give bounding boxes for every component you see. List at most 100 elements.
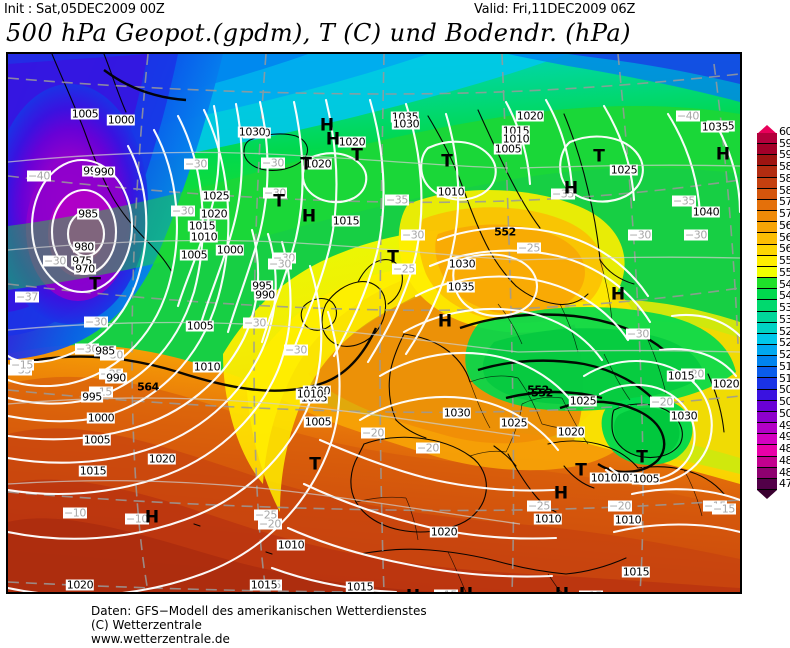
colorbar-segment	[757, 233, 777, 245]
pressure-contour-label: 1005	[70, 107, 100, 121]
colorbar-tick-label: 564	[779, 230, 790, 244]
colorbar-tick-label: 480	[779, 465, 790, 479]
pressure-contour-label: 1040	[691, 205, 721, 219]
colorbar-tick-label: 492	[779, 430, 790, 444]
footer-line-website[interactable]: www.wetterzentrale.de	[91, 632, 230, 646]
header-row: Init : Sat,05DEC2009 00Z Valid: Fri,11DE…	[0, 0, 790, 22]
low-pressure-marker: T	[273, 191, 285, 212]
map-graphics	[8, 54, 740, 592]
colorbar-tick-label: 572	[779, 207, 790, 221]
colorbar-tick-label: 524	[779, 336, 790, 350]
colorbar-segment	[757, 467, 777, 479]
pressure-contour-label: 1010	[614, 471, 644, 485]
pressure-contour-label: 985	[77, 207, 99, 221]
low-pressure-marker: T	[351, 145, 363, 166]
pressure-contour-label: 1000	[215, 243, 245, 257]
pressure-contour-label: 1020	[147, 452, 177, 466]
low-pressure-marker: T	[593, 146, 605, 167]
pressure-contour-label: 1020	[515, 109, 545, 123]
weather-map[interactable]: −40−40−37−35−30−30−30−30−25−15−15−30−30−…	[6, 52, 742, 594]
low-pressure-marker: T	[636, 447, 648, 468]
colorbar-segment	[757, 199, 777, 212]
colorbar-segment	[757, 434, 777, 446]
colorbar-tick-label: 580	[779, 183, 790, 197]
colorbar-segment	[757, 144, 777, 156]
pressure-contour-label: 985	[94, 344, 116, 358]
pressure-contour-label: 1010	[295, 387, 325, 401]
pressure-contour-label: 1020	[199, 207, 229, 221]
colorbar-segment	[757, 300, 777, 312]
high-pressure-marker: H	[553, 483, 569, 504]
pressure-contour-label: 995	[81, 390, 103, 404]
pressure-contour-label: 1010	[436, 185, 466, 199]
colorbar-tick-label: 532	[779, 312, 790, 326]
high-pressure-marker: H	[144, 507, 160, 528]
colorbar	[757, 133, 777, 490]
pressure-contour-label: 1010	[533, 512, 563, 526]
temperature-contour-label: −30	[271, 252, 297, 264]
pressure-contour-label: 1010	[192, 360, 222, 374]
temperature-contour-label: −37	[14, 290, 40, 304]
geopotential-contour-label: 552	[531, 386, 553, 400]
pressure-contour-label: 1010	[501, 132, 531, 146]
temperature-contour-label: −20	[257, 517, 283, 531]
pressure-contour-label: 1025	[568, 394, 598, 408]
pressure-contour-label: 1015	[501, 124, 531, 138]
colorbar-tick-label: 488	[779, 442, 790, 456]
temperature-contour-label: −25	[526, 499, 552, 513]
pressure-contour-label: 1030	[442, 406, 472, 420]
temperature-contour-label: −30	[260, 156, 286, 170]
pressure-contour-label: 980	[73, 240, 95, 254]
colorbar-segment	[757, 311, 777, 323]
temperature-contour-label: −30	[74, 342, 100, 356]
high-pressure-marker: H	[301, 206, 317, 227]
footer-line-data-source: Daten: GFS−Modell des amerikanischen Wet…	[91, 604, 427, 618]
temperature-contour-label: −35	[671, 194, 697, 208]
colorbar-tick-label: 576	[779, 195, 790, 209]
colorbar-segment	[757, 378, 777, 390]
temperature-contour-label: −25	[391, 262, 417, 276]
colorbar-segment	[757, 211, 777, 223]
colorbar-segment	[757, 356, 777, 368]
high-pressure-marker: H	[325, 129, 341, 150]
pressure-contour-label: 1020	[711, 377, 740, 391]
colorbar-tick-label: 520	[779, 348, 790, 362]
pressure-contour-label: 1005	[303, 415, 333, 429]
colorbar-segment	[757, 255, 777, 267]
pressure-contour-label: 1015	[187, 219, 217, 233]
high-pressure-marker: H	[563, 178, 579, 199]
pressure-contour-label: 1000	[106, 113, 136, 127]
colorbar-segment	[757, 333, 777, 345]
colorbar-tick-label: 588	[779, 160, 790, 174]
colorbar-tick-label: 596	[779, 136, 790, 150]
colorbar-segment	[757, 411, 777, 424]
high-pressure-marker: H	[555, 586, 569, 592]
colorbar-tick-label: 508	[779, 383, 790, 397]
pressure-contour-label: 1015	[621, 565, 651, 579]
temperature-contour-label: −20	[649, 395, 675, 409]
colorbar-tick-label: 592	[779, 148, 790, 162]
colorbar-segment	[757, 400, 777, 412]
colorbar-segment	[757, 222, 777, 234]
colorbar-bottom-arrow	[757, 490, 777, 499]
temperature-contour-label: −30	[183, 157, 209, 171]
pressure-contour-label: 1015	[78, 464, 108, 478]
colorbar-tick-label: 500	[779, 406, 790, 420]
pressure-contour-label: 1020	[429, 525, 459, 539]
temperature-contour-label: −40	[675, 109, 701, 123]
colorbar-tick-label: 512	[779, 371, 790, 385]
pressure-contour-label: 1015	[249, 578, 279, 592]
colorbar-tick-label: 536	[779, 301, 790, 315]
colorbar-segment	[757, 166, 777, 178]
pressure-contour-label: 1025	[499, 416, 529, 430]
temperature-contour-label: −35	[384, 193, 410, 207]
pressure-contour-label: 970	[74, 262, 96, 276]
temperature-contour-label: −40	[26, 169, 52, 183]
pressure-contour-label: 990	[105, 371, 127, 385]
colorbar-tick-label: 504	[779, 395, 790, 409]
pressure-contour-label: 1005	[631, 472, 661, 486]
colorbar-segment	[757, 278, 777, 290]
pressure-contour-label: 1025	[609, 163, 639, 177]
geopotential-contour-label: 552	[527, 383, 549, 397]
pressure-contour-label: 995	[251, 279, 273, 293]
